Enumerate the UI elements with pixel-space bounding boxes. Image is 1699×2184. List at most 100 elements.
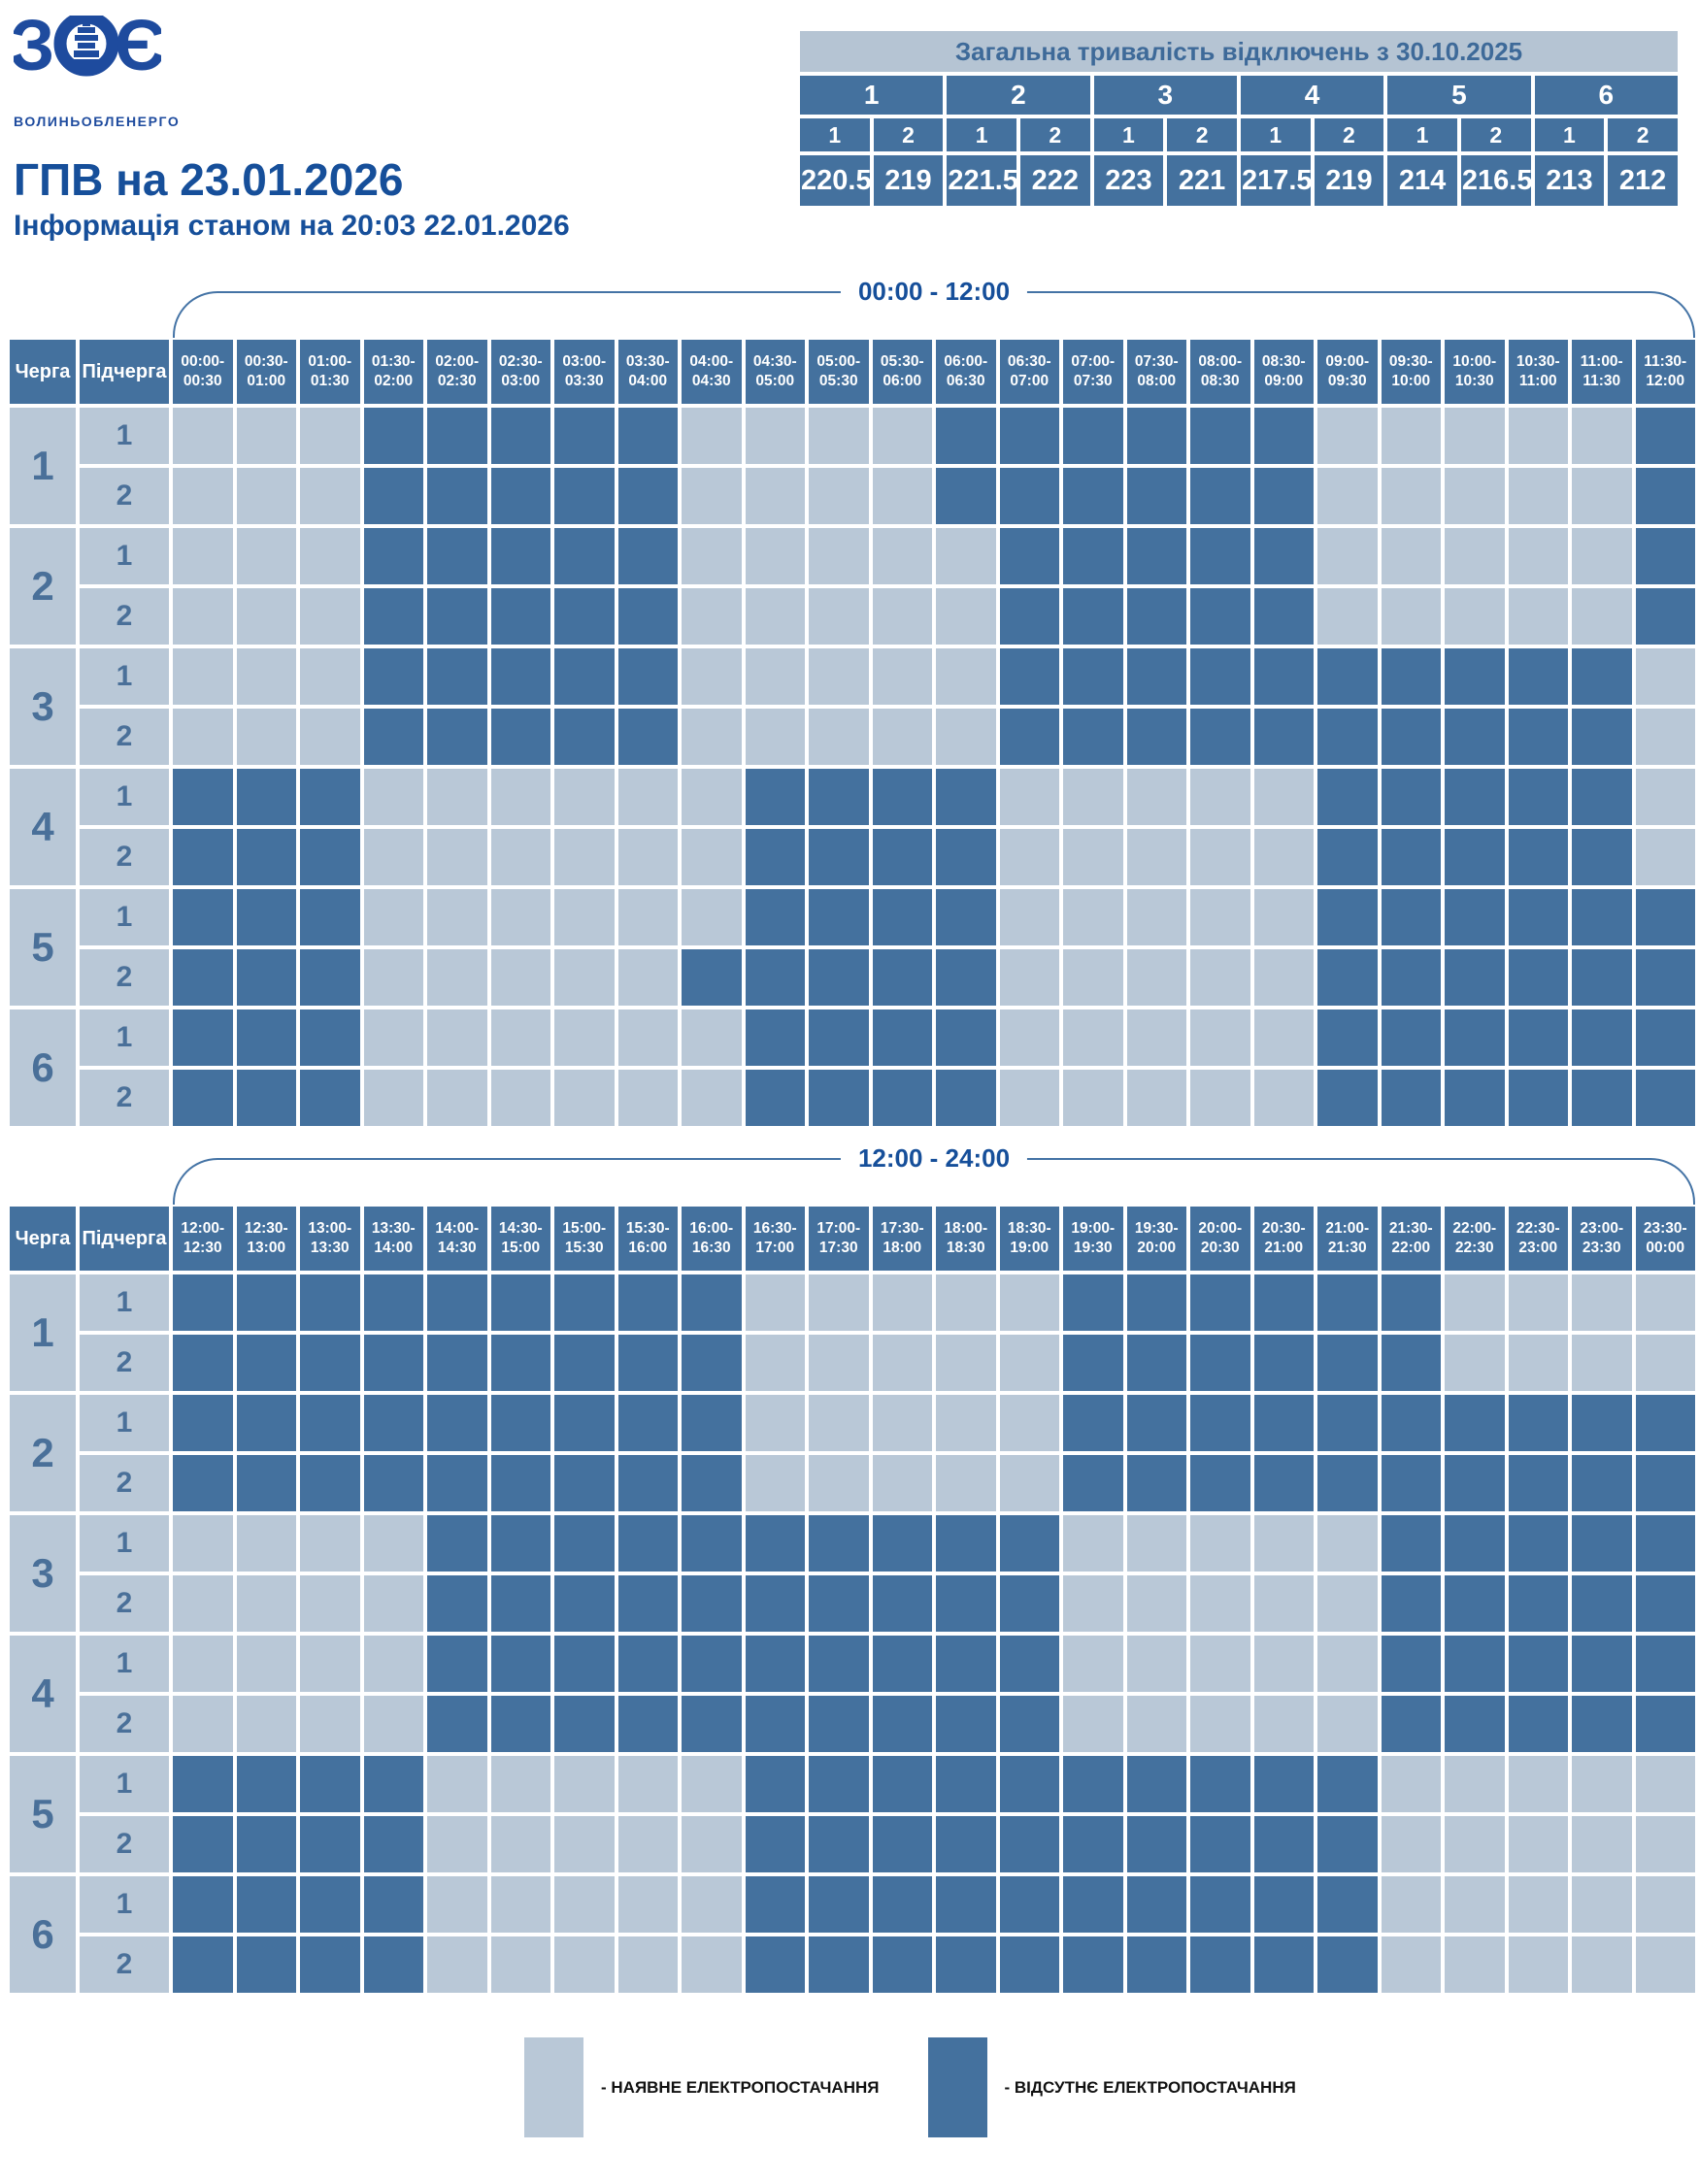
cell-outage [617,468,678,524]
cell-power-on [1635,1936,1695,1993]
totals-subqueue-number: 1 [947,118,1016,151]
totals-title-row: Загальна тривалість відключень з 30.10.2… [800,31,1678,72]
cell-power-on [745,1274,805,1331]
totals-subqueue-number: 2 [1314,118,1384,151]
cell-outage [1445,1575,1505,1632]
cell-outage [999,648,1059,705]
cell-outage [1126,1455,1186,1511]
cell-outage [1445,648,1505,705]
cell-outage [363,528,423,584]
cell-outage [1126,1936,1186,1993]
cell-outage [872,1009,932,1066]
cell-outage [236,1335,296,1391]
cell-power-on [1508,1876,1568,1933]
cell-power-on [427,889,487,945]
cell-outage [872,769,932,825]
cell-power-on [745,468,805,524]
cell-power-on [1445,588,1505,645]
totals-subqueue-number: 2 [1460,118,1531,151]
subqueue-label: 1 [80,1009,169,1066]
cell-outage [427,648,487,705]
schedule-row: 2 [10,1575,1695,1632]
cell-power-on [1635,1816,1695,1872]
totals-subqueue-number: 1 [1534,118,1605,151]
totals-subqueue-number: 2 [873,118,944,151]
cell-power-on [617,1936,678,1993]
subqueue-label: 1 [80,1274,169,1331]
cell-power-on [809,408,869,464]
time-slot-header: 10:30- 11:00 [1508,340,1568,404]
subqueue-column-header: Підчерга [80,1207,169,1271]
cell-power-on [490,1936,550,1993]
cell-power-on [1063,889,1123,945]
subqueue-label: 1 [80,769,169,825]
time-slot-header: 18:00- 18:30 [936,1207,996,1271]
cell-power-on [809,528,869,584]
cell-power-on [682,408,742,464]
cell-outage [1126,1335,1186,1391]
cell-outage [554,709,615,765]
cell-outage [1253,1335,1314,1391]
cell-outage [1508,1515,1568,1572]
cell-outage [1508,889,1568,945]
cell-outage [1635,1575,1695,1632]
cell-outage [427,1515,487,1572]
cell-power-on [1381,1876,1441,1933]
cell-outage [1572,709,1632,765]
time-slot-header: 14:00- 14:30 [427,1207,487,1271]
cell-outage [427,709,487,765]
cell-outage [363,1455,423,1511]
cell-power-on [173,1636,233,1692]
cell-outage [1317,1070,1378,1126]
cell-outage [1635,1455,1695,1511]
cell-outage [809,1756,869,1812]
cell-outage [427,468,487,524]
cell-power-on [236,709,296,765]
totals-queue-number: 3 [1093,76,1237,115]
cell-outage [1572,1455,1632,1511]
cell-power-on [1253,949,1314,1006]
cell-power-on [745,528,805,584]
cell-outage [745,1515,805,1572]
cell-outage [1253,1756,1314,1812]
cell-outage [1572,1070,1632,1126]
cell-outage [1381,1696,1441,1752]
cell-power-on [490,769,550,825]
cell-outage [1253,1876,1314,1933]
cell-outage [1063,1876,1123,1933]
cell-outage [745,1636,805,1692]
cell-power-on [872,1455,932,1511]
cell-outage [745,1696,805,1752]
cell-power-on [1063,1070,1123,1126]
totals-subqueue-number: 2 [1608,118,1678,151]
cell-power-on [1063,1009,1123,1066]
cell-outage [682,949,742,1006]
cell-outage [1190,408,1250,464]
time-slot-header: 23:30- 00:00 [1635,1207,1695,1271]
totals-queue-number: 4 [1240,76,1384,115]
time-slot-header: 21:00- 21:30 [1317,1207,1378,1271]
cell-outage [1317,1756,1378,1812]
cell-outage [872,1756,932,1812]
cell-outage [363,1936,423,1993]
cell-power-on [682,648,742,705]
cell-power-on [300,648,360,705]
totals-hours-value: 213 [1534,155,1605,206]
cell-power-on [1445,1335,1505,1391]
cell-power-on [490,1070,550,1126]
cell-outage [1572,1395,1632,1451]
cell-power-on [1635,1335,1695,1391]
cell-outage [936,1756,996,1812]
subqueue-label: 2 [80,1575,169,1632]
cell-power-on [554,1876,615,1933]
cell-power-on [1572,1274,1632,1331]
cell-outage [809,949,869,1006]
time-slot-header: 04:00- 04:30 [682,340,742,404]
cell-outage [1381,889,1441,945]
cell-outage [936,1636,996,1692]
cell-outage [617,1335,678,1391]
cell-outage [236,1936,296,1993]
cell-outage [1253,1936,1314,1993]
cell-power-on [617,949,678,1006]
